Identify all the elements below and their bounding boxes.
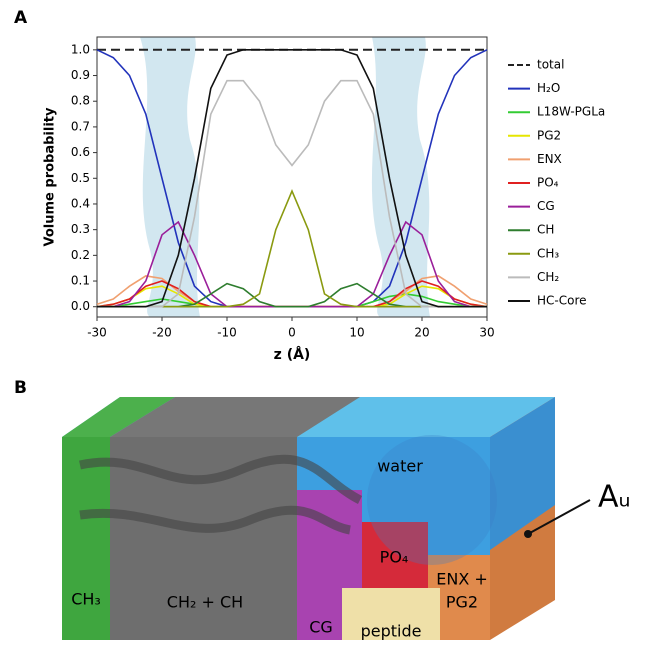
label-enx: ENX +	[436, 570, 488, 589]
membrane-background	[140, 37, 430, 317]
legend-label: CH₃	[537, 246, 559, 260]
label-pg2: PG2	[446, 593, 478, 612]
label-water: water	[377, 457, 423, 476]
label-cg: CG	[309, 618, 333, 637]
y-tick-label: 0.3	[71, 222, 90, 236]
legend-label: total	[537, 58, 564, 72]
x-tick-label: -30	[87, 326, 107, 340]
legend-label: L18W-PGLa	[537, 105, 605, 119]
y-tick-label: 0.6	[71, 145, 90, 159]
figure: A B 0.0 0.1 0.2 0.3 0.4 0.5 0.6 0.7 0.8 0.9 1.0 -30…	[0, 0, 648, 655]
label-ch2: CH₂ + CH	[167, 593, 243, 612]
x-tick-label: 30	[479, 326, 494, 340]
x-tick-label: -20	[152, 326, 172, 340]
legend-label: CG	[537, 199, 555, 213]
legend-label: PG2	[537, 128, 561, 142]
x-tick-label: 10	[349, 326, 364, 340]
label-peptide: peptide	[361, 622, 422, 641]
x-tick-label: 0	[288, 326, 296, 340]
label-ch3: CH₃	[71, 590, 101, 609]
legend-label: PO₄	[537, 176, 559, 190]
y-axis-label: Volume probability	[43, 107, 58, 246]
x-tick-label: -10	[217, 326, 237, 340]
x-tick-label: 20	[414, 326, 429, 340]
legend-label: CH₂	[537, 270, 559, 284]
pointer-dot	[524, 530, 532, 538]
panel-label: B	[14, 378, 27, 398]
legend-label: CH	[537, 223, 554, 237]
y-tick-label: 0.5	[71, 171, 90, 185]
x-axis-label: z (Å)	[274, 346, 311, 363]
diagram: water CH₃ CH₂ + CH CG PO₄ peptide ENX + …	[62, 397, 631, 641]
y-tick-label: 0.2	[71, 248, 90, 262]
legend-label: ENX	[537, 152, 562, 166]
legend-label: HC-Core	[537, 294, 587, 308]
y-tick-label: 0.4	[71, 196, 90, 210]
y-tick-label: 0.8	[71, 94, 90, 108]
y-tick-label: 0.1	[71, 274, 90, 288]
y-tick-label: 0.0	[71, 299, 90, 313]
y-tick-label: 0.9	[71, 68, 90, 82]
y-tick-label: 0.7	[71, 119, 90, 133]
panel-label: A	[14, 8, 28, 28]
water-blob	[367, 435, 497, 565]
y-tick-label: 1.0	[71, 42, 90, 56]
legend-label: H₂O	[537, 81, 560, 95]
label-po4: PO₄	[380, 548, 409, 567]
label-au: Aᵤ	[598, 480, 631, 515]
